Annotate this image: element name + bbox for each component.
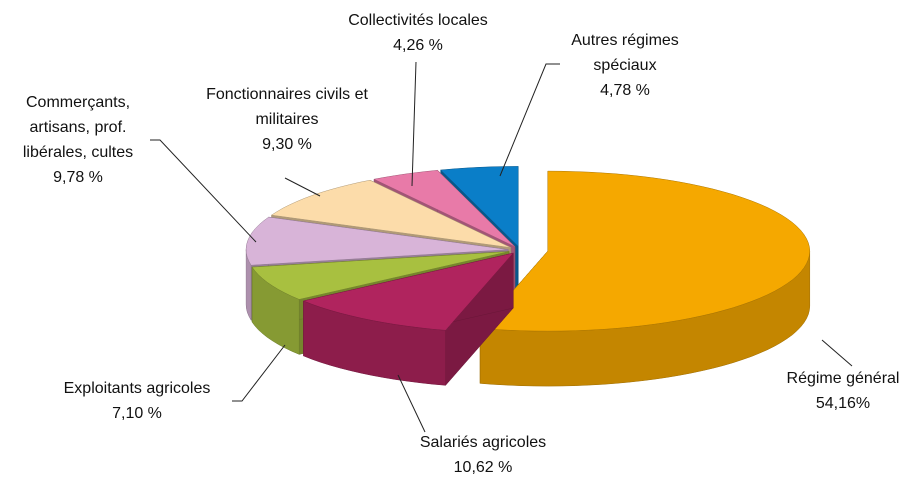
slice-top — [479, 170, 811, 332]
category-label: Salariés agricoles — [419, 434, 547, 451]
category-label: Collectivités locales — [348, 12, 488, 29]
slice-label: Régime général 54,16% — [768, 366, 918, 416]
leader-lines — [150, 61, 853, 433]
slice-top — [251, 251, 510, 300]
leader-line — [411, 61, 417, 187]
category-label: Fonctionnaires civils et militaires — [206, 86, 368, 128]
value-label: 4,26 % — [393, 37, 443, 54]
value-label: 9,78 % — [53, 169, 103, 186]
slice-label: Commerçants, artisans, prof. libérales, … — [3, 90, 153, 190]
leader-line — [232, 344, 286, 402]
category-label: Régime général — [786, 370, 900, 387]
value-label: 54,16% — [815, 395, 871, 412]
value-label: 9,30 % — [262, 136, 312, 153]
leader-line — [284, 177, 321, 197]
slice-top — [302, 252, 514, 331]
category-label: Autres régimes spéciaux — [571, 32, 679, 74]
leader-line — [397, 374, 426, 433]
value-label: 10,62 % — [453, 459, 513, 476]
leader-line — [150, 139, 257, 243]
leader-line — [821, 339, 853, 367]
slice-label: Salariés agricoles 10,62 % — [393, 430, 573, 480]
slice-top — [440, 166, 519, 247]
slice — [479, 170, 811, 387]
value-label: 7,10 % — [112, 405, 162, 422]
category-label: Exploitants agricoles — [63, 380, 211, 397]
slice-label: Exploitants agricoles 7,10 % — [37, 376, 237, 426]
leader-line — [499, 63, 560, 177]
slice — [302, 252, 514, 386]
value-label: 4,78 % — [600, 82, 650, 99]
category-label: Commerçants, artisans, prof. libérales, … — [22, 94, 134, 161]
slice-label: Fonctionnaires civils et militaires 9,30 … — [192, 82, 382, 157]
slice-top — [373, 170, 516, 247]
slice-top — [270, 179, 512, 248]
slice-label: Collectivités locales 4,26 % — [318, 8, 518, 58]
slice-top — [245, 216, 509, 266]
slice-label: Autres régimes spéciaux 4,78 % — [550, 28, 700, 103]
